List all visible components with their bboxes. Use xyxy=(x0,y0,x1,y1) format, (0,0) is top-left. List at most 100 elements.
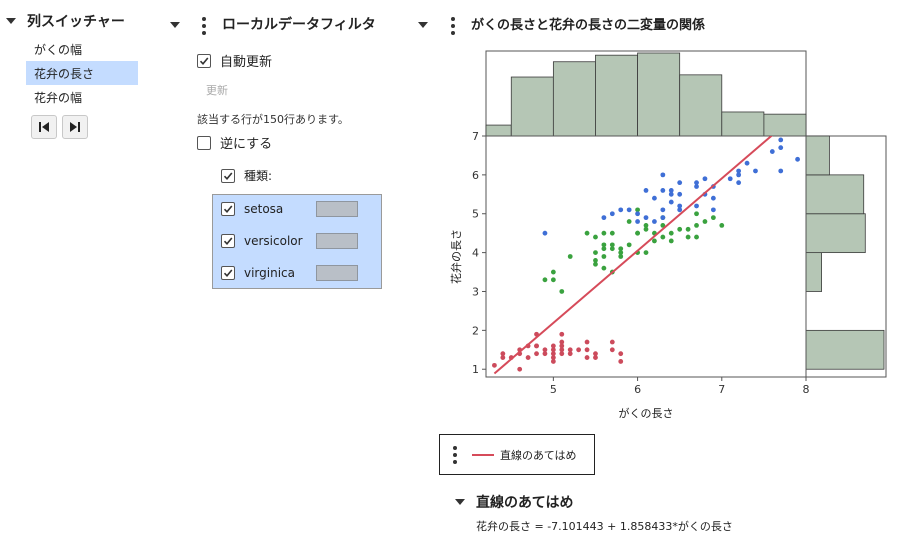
versicolor-point xyxy=(609,230,615,236)
auto-update-checkbox[interactable] xyxy=(197,53,211,68)
virginica-point xyxy=(660,215,666,221)
virginica-point xyxy=(778,137,784,143)
setosa-point xyxy=(550,347,556,353)
virginica-point xyxy=(795,156,800,162)
versicolor-point xyxy=(601,242,607,248)
y-tick-label: 2 xyxy=(472,324,479,337)
collapse-toggle-icon[interactable] xyxy=(418,22,428,28)
legend-menu-icon[interactable] xyxy=(453,445,457,464)
species-option[interactable]: setosa xyxy=(221,201,358,217)
species-checkbox[interactable] xyxy=(221,168,235,183)
column-list-item-label: 花弁の長さ xyxy=(34,66,95,81)
legend-label: 直線のあてはめ xyxy=(500,448,577,462)
fit-section-title: 直線のあてはめ xyxy=(476,495,574,511)
column-list: がくの幅 花弁の長さ 花弁の幅 xyxy=(26,37,138,109)
species-list: setosa versicolor virginica xyxy=(212,194,382,289)
species-option[interactable]: versicolor xyxy=(221,233,358,249)
y-tick-label: 7 xyxy=(472,130,479,143)
collapse-toggle-icon[interactable] xyxy=(455,499,465,505)
virginica-point xyxy=(769,149,775,154)
species-option-checkbox[interactable] xyxy=(221,202,235,216)
column-list-item-selected[interactable]: 花弁の長さ xyxy=(26,61,138,85)
versicolor-point xyxy=(643,226,649,232)
virginica-point xyxy=(710,195,716,201)
skip-first-icon xyxy=(39,122,49,132)
versicolor-point xyxy=(542,277,548,283)
invert-label: 逆にする xyxy=(220,137,273,152)
update-button[interactable]: 更新 xyxy=(206,84,228,97)
versicolor-point xyxy=(643,250,649,256)
virginica-point xyxy=(652,219,657,224)
x-histogram-bar xyxy=(595,54,638,137)
virginica-point xyxy=(609,211,615,217)
virginica-point xyxy=(652,195,657,201)
versicolor-point xyxy=(694,223,699,228)
versicolor-point xyxy=(643,223,649,228)
y-histogram-bar xyxy=(805,174,865,215)
versicolor-point xyxy=(635,230,640,236)
auto-update-label: 自動更新 xyxy=(220,55,273,70)
versicolor-point xyxy=(601,230,607,236)
versicolor-point xyxy=(668,238,674,244)
setosa-point xyxy=(550,355,556,360)
species-option-checkbox[interactable] xyxy=(221,234,235,248)
virginica-point xyxy=(727,176,733,182)
species-row[interactable]: 種類: xyxy=(221,167,272,184)
virginica-point xyxy=(694,203,699,209)
check-icon xyxy=(199,56,209,65)
virginica-point xyxy=(710,207,716,213)
setosa-point xyxy=(534,343,539,349)
invert-checkbox[interactable] xyxy=(197,135,211,150)
versicolor-point xyxy=(618,250,624,256)
versicolor-point xyxy=(593,234,598,240)
setosa-point xyxy=(567,351,573,357)
versicolor-point xyxy=(668,230,674,236)
versicolor-point xyxy=(677,226,683,232)
setosa-point xyxy=(584,339,590,345)
setosa-point xyxy=(559,331,565,337)
setosa-point xyxy=(492,362,497,368)
virginica-point xyxy=(677,180,683,186)
invert-row[interactable]: 逆にする xyxy=(197,133,272,152)
collapse-toggle-icon[interactable] xyxy=(6,18,16,24)
column-list-item[interactable]: がくの幅 xyxy=(26,37,138,61)
x-tick-label: 6 xyxy=(634,383,641,396)
species-option-checkbox[interactable] xyxy=(221,266,235,280)
setosa-point xyxy=(550,359,556,364)
virginica-point xyxy=(626,207,632,213)
x-tick-label: 8 xyxy=(803,383,810,396)
virginica-point xyxy=(702,176,708,182)
species-option[interactable]: virginica xyxy=(221,265,358,281)
first-item-button[interactable] xyxy=(31,115,57,139)
auto-update-row[interactable]: 自動更新 xyxy=(197,51,272,70)
collapse-toggle-icon[interactable] xyxy=(170,22,180,28)
legend-line-swatch xyxy=(472,453,494,456)
column-list-item[interactable]: 花弁の幅 xyxy=(26,85,138,109)
x-histogram-bar xyxy=(679,74,723,137)
virginica-point xyxy=(736,172,742,178)
versicolor-point xyxy=(719,223,725,228)
report-menu-icon[interactable] xyxy=(451,17,455,35)
virginica-point xyxy=(744,160,750,166)
setosa-point xyxy=(576,347,582,353)
x-tick-label: 5 xyxy=(550,383,557,396)
last-item-button[interactable] xyxy=(62,115,88,139)
setosa-point xyxy=(517,366,523,372)
setosa-point xyxy=(593,351,598,357)
filter-menu-icon[interactable] xyxy=(202,17,206,35)
versicolor-point xyxy=(660,223,666,228)
setosa-point xyxy=(534,351,539,357)
check-icon xyxy=(223,269,233,278)
versicolor-point xyxy=(618,246,624,252)
local-filter-title: ローカルデータフィルタ xyxy=(222,17,376,33)
virginica-point xyxy=(778,145,784,151)
virginica-point xyxy=(736,180,742,186)
versicolor-point xyxy=(601,254,607,259)
x-histogram-bar xyxy=(510,76,554,137)
virginica-point xyxy=(736,168,742,174)
versicolor-point xyxy=(685,234,691,240)
virginica-point xyxy=(694,184,699,189)
setosa-point xyxy=(559,339,565,345)
versicolor-point xyxy=(652,238,657,244)
virginica-point xyxy=(778,168,784,174)
